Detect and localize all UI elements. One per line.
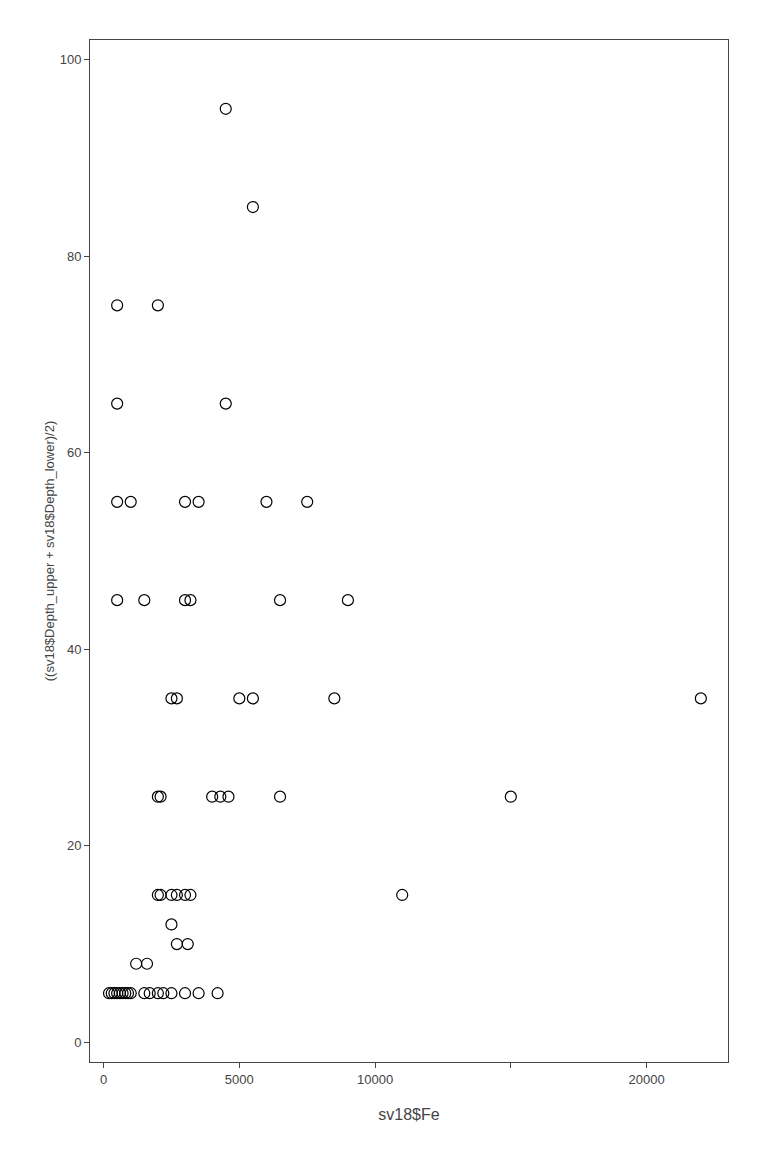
svg-text:60: 60: [67, 445, 81, 460]
svg-text:((sv18$Depth_upper + sv18$Dept: ((sv18$Depth_upper + sv18$Depth_lower)/2…: [42, 421, 57, 682]
svg-text:sv18$Fe: sv18$Fe: [378, 1106, 439, 1123]
svg-text:20000: 20000: [628, 1072, 664, 1087]
svg-text:10000: 10000: [357, 1072, 393, 1087]
svg-text:0: 0: [74, 1035, 81, 1050]
svg-text:20: 20: [67, 838, 81, 853]
svg-text:80: 80: [67, 249, 81, 264]
svg-text:40: 40: [67, 642, 81, 657]
svg-text:5000: 5000: [225, 1072, 254, 1087]
svg-text:0: 0: [100, 1072, 107, 1087]
svg-text:100: 100: [60, 52, 82, 67]
